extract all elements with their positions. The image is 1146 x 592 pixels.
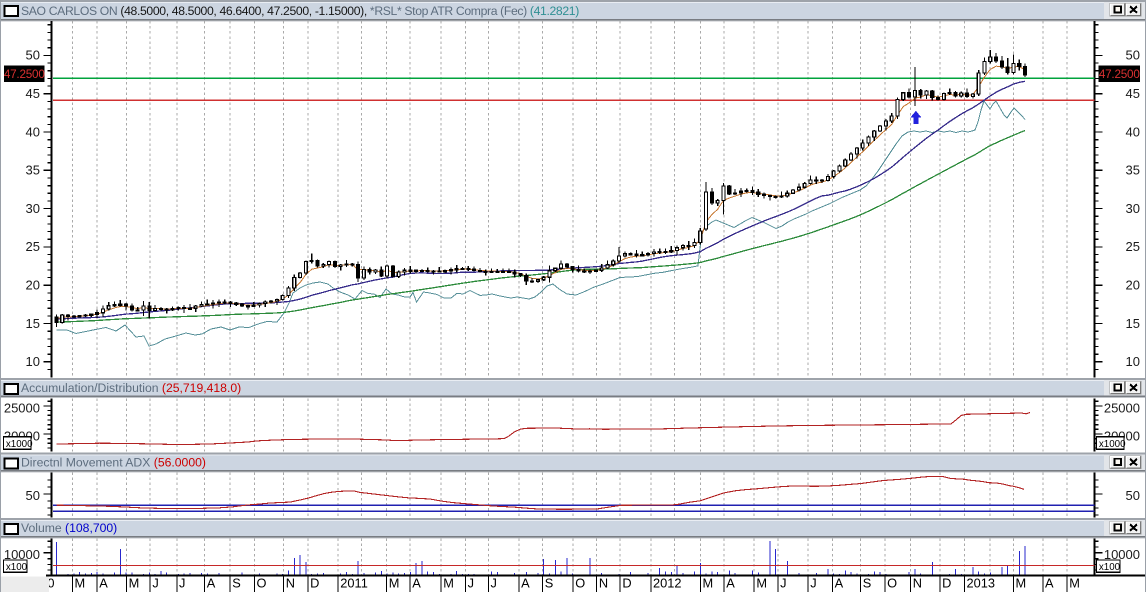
svg-text:A: A [726, 576, 735, 591]
svg-text:N: N [599, 576, 608, 591]
svg-text:S: S [863, 576, 872, 591]
svg-text:x100: x100 [6, 562, 28, 573]
svg-text:M: M [756, 576, 767, 591]
svg-text:N: N [286, 576, 295, 591]
svg-text:A: A [412, 576, 421, 591]
svg-text:x100: x100 [1099, 562, 1121, 573]
svg-text:M: M [703, 576, 714, 591]
svg-text:S: S [232, 576, 241, 591]
svg-text:A: A [835, 576, 844, 591]
svg-text:O: O [575, 576, 585, 591]
svg-text:10: 10 [1126, 354, 1140, 369]
svg-text:40: 40 [26, 124, 40, 139]
svg-text:A: A [207, 576, 216, 591]
svg-text:40: 40 [1126, 124, 1140, 139]
svg-text:25: 25 [1126, 239, 1140, 254]
svg-text:25000: 25000 [4, 401, 40, 416]
svg-text:O: O [887, 576, 897, 591]
svg-text:S: S [545, 576, 554, 591]
svg-text:A: A [1045, 576, 1054, 591]
svg-text:20: 20 [26, 278, 40, 293]
svg-text:x1000: x1000 [1099, 439, 1126, 450]
svg-text:M: M [443, 576, 454, 591]
svg-text:30: 30 [26, 201, 40, 216]
svg-text:M: M [1016, 576, 1027, 591]
svg-text:D: D [622, 576, 631, 591]
svg-text:25000: 25000 [1104, 401, 1140, 416]
svg-text:25: 25 [26, 239, 40, 254]
svg-text:A: A [99, 576, 108, 591]
svg-text:A: A [521, 576, 530, 591]
svg-text:45: 45 [26, 86, 40, 101]
svg-text:J: J [179, 576, 185, 591]
svg-text:x1000: x1000 [6, 439, 33, 450]
svg-text:M: M [389, 576, 400, 591]
svg-text:Accumulation/Distribution (25,: Accumulation/Distribution (25,719,418.0) [21, 381, 241, 395]
svg-text:J: J [810, 576, 816, 591]
svg-text:2013: 2013 [967, 576, 995, 591]
svg-text:J: J [152, 576, 158, 591]
svg-text:10000: 10000 [1104, 547, 1140, 562]
svg-text:35: 35 [1126, 163, 1140, 178]
svg-text:45: 45 [1126, 86, 1140, 101]
svg-text:Volume (108,700): Volume (108,700) [21, 521, 117, 535]
svg-text:J: J [468, 576, 474, 591]
svg-text:20: 20 [1126, 278, 1140, 293]
svg-text:O: O [257, 576, 267, 591]
svg-text:2012: 2012 [653, 576, 681, 591]
svg-text:J: J [491, 576, 497, 591]
svg-text:M: M [75, 576, 86, 591]
svg-text:50: 50 [1126, 48, 1140, 63]
svg-text:N: N [913, 576, 922, 591]
svg-text:M: M [129, 576, 140, 591]
svg-text:10: 10 [26, 354, 40, 369]
svg-text:J: J [780, 576, 786, 591]
svg-text:M: M [1069, 576, 1080, 591]
svg-text:30: 30 [1126, 201, 1140, 216]
svg-text:15: 15 [1126, 316, 1140, 331]
svg-text:10000: 10000 [4, 547, 40, 562]
svg-text:D: D [942, 576, 951, 591]
svg-text:50: 50 [26, 488, 40, 503]
svg-text:Directnl Movement ADX (56.0000: Directnl Movement ADX (56.0000) [21, 455, 206, 469]
svg-text:47.2500: 47.2500 [4, 68, 46, 81]
svg-text:47.2500: 47.2500 [1099, 68, 1141, 81]
svg-text:2011: 2011 [340, 576, 368, 591]
svg-text:D: D [310, 576, 319, 591]
svg-text:50: 50 [26, 48, 40, 63]
svg-text:35: 35 [26, 163, 40, 178]
svg-text:50: 50 [1126, 488, 1140, 503]
svg-text:SAO CARLOS ON (48.5000, 48.500: SAO CARLOS ON (48.5000, 48.5000, 46.6400… [21, 4, 579, 18]
svg-text:15: 15 [26, 316, 40, 331]
